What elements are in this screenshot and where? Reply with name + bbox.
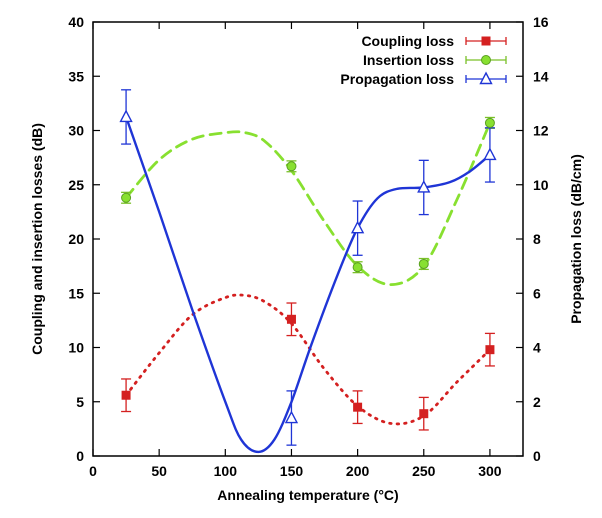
right-y-tick-label: 6 <box>533 285 541 301</box>
right-y-tick-label: 4 <box>533 340 541 356</box>
insertion-loss-point <box>286 161 297 172</box>
left-y-tick-label: 10 <box>68 340 84 356</box>
propagation-loss-point <box>119 109 133 123</box>
right-y-tick-label: 12 <box>533 123 549 139</box>
propagation-loss-point <box>483 147 497 161</box>
left-y-tick-label: 40 <box>68 14 84 30</box>
plot-frame <box>92 21 524 457</box>
right-y-tick-label: 8 <box>533 231 541 247</box>
right-y-tick-label: 16 <box>533 14 549 30</box>
propagation-loss-point <box>417 179 431 193</box>
right-y-tick-label: 14 <box>533 68 549 84</box>
coupling-loss-point <box>353 402 363 412</box>
fit-curves <box>124 115 492 454</box>
data-markers <box>119 109 497 424</box>
legend-marker-propagation-loss <box>479 71 493 85</box>
x-tick-label: 300 <box>478 463 502 479</box>
left-y-tick-label: 15 <box>68 285 84 301</box>
legend-marker-coupling-loss <box>481 36 491 46</box>
left-y-tick-label: 30 <box>68 123 84 139</box>
coupling-loss-point <box>286 314 296 324</box>
legend-label-insertion-loss: Insertion loss <box>363 52 454 68</box>
x-tick-label: 0 <box>89 463 97 479</box>
coupling-loss-point <box>419 409 429 419</box>
x-tick-label: 100 <box>214 463 238 479</box>
right-y-tick-label: 10 <box>533 177 549 193</box>
insertion-loss-point <box>121 192 132 203</box>
insertion-loss-point <box>418 258 429 269</box>
right-y-tick-label: 0 <box>533 448 541 464</box>
propagation-loss-point <box>284 410 299 424</box>
x-tick-label: 250 <box>412 463 436 479</box>
x-tick-label: 200 <box>346 463 370 479</box>
propagation-loss-point <box>350 220 365 234</box>
insertion-loss-point <box>352 262 363 273</box>
right-y-tick-label: 2 <box>533 394 541 410</box>
propagation-loss-fit-line <box>124 115 492 454</box>
legend-label-propagation-loss: Propagation loss <box>340 71 454 87</box>
legend-label-coupling-loss: Coupling loss <box>361 33 454 49</box>
right-y-axis-title: Propagation loss (dB/cm) <box>568 154 584 324</box>
left-y-tick-label: 5 <box>76 394 84 410</box>
legend-marker-insertion-loss <box>481 55 491 65</box>
left-y-tick-label: 25 <box>68 177 84 193</box>
insertion-loss-fit-line <box>124 121 492 287</box>
insertion-loss-point <box>484 117 495 128</box>
coupling-loss-point <box>121 390 131 400</box>
left-y-tick-label: 0 <box>76 448 84 464</box>
axis-ticks: 0 50 100 150 200 250 300 0 5 10 15 20 25 30 35 40 0 2 4 6 8 1… <box>68 14 548 479</box>
left-y-axis-title: Coupling and insertion losses (dB) <box>29 123 45 355</box>
coupling-loss-point <box>485 345 495 355</box>
left-y-tick-label: 20 <box>68 231 84 247</box>
legend: Coupling loss Insertion loss Propagation l… <box>340 33 507 87</box>
coupling-loss-fit-line <box>124 293 492 426</box>
x-tick-label: 50 <box>151 463 167 479</box>
left-y-tick-label: 35 <box>68 68 84 84</box>
x-axis-title: Annealing temperature (°C) <box>217 487 398 503</box>
x-tick-label: 150 <box>280 463 304 479</box>
